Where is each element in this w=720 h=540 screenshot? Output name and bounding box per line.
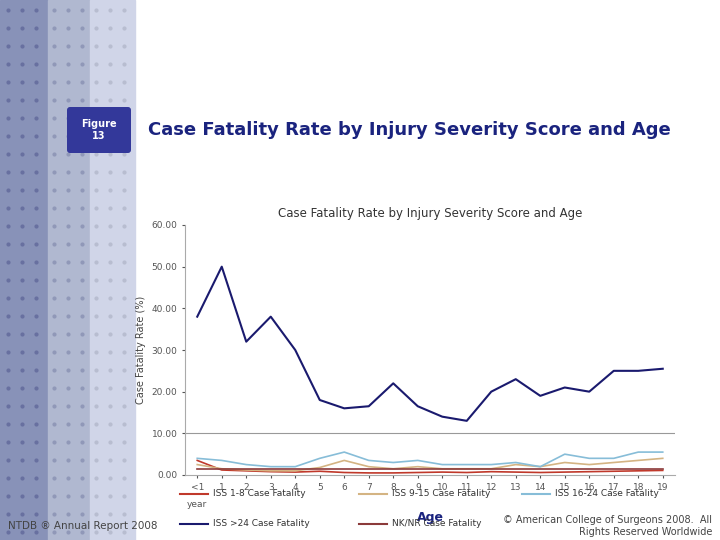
Text: © American College of Surgeons 2008.  All
Rights Reserved Worldwide: © American College of Surgeons 2008. All… bbox=[503, 515, 712, 537]
Text: NTDB ® Annual Report 2008: NTDB ® Annual Report 2008 bbox=[8, 521, 158, 531]
Text: NK/NR Case Fatality: NK/NR Case Fatality bbox=[392, 519, 481, 529]
X-axis label: Age: Age bbox=[416, 511, 444, 524]
Text: ISS 9-15 Case Fatality: ISS 9-15 Case Fatality bbox=[392, 489, 490, 498]
Text: ISS 16-24 Case Fatality: ISS 16-24 Case Fatality bbox=[555, 489, 659, 498]
Text: ISS 1-8 Case Fatality: ISS 1-8 Case Fatality bbox=[213, 489, 306, 498]
Text: Case Fatality Rate by Injury Severity Score and Age: Case Fatality Rate by Injury Severity Sc… bbox=[148, 121, 671, 139]
Bar bbox=[48, 0, 90, 540]
Bar bbox=[0, 0, 48, 540]
FancyBboxPatch shape bbox=[67, 107, 131, 153]
Title: Case Fatality Rate by Injury Severity Score and Age: Case Fatality Rate by Injury Severity Sc… bbox=[278, 207, 582, 220]
Text: ISS >24 Case Fatality: ISS >24 Case Fatality bbox=[213, 519, 310, 529]
Y-axis label: Case Fatality Rate (%): Case Fatality Rate (%) bbox=[136, 296, 146, 404]
Text: year: year bbox=[187, 500, 207, 509]
Bar bbox=[90, 0, 135, 540]
Text: Figure
13: Figure 13 bbox=[81, 119, 117, 141]
